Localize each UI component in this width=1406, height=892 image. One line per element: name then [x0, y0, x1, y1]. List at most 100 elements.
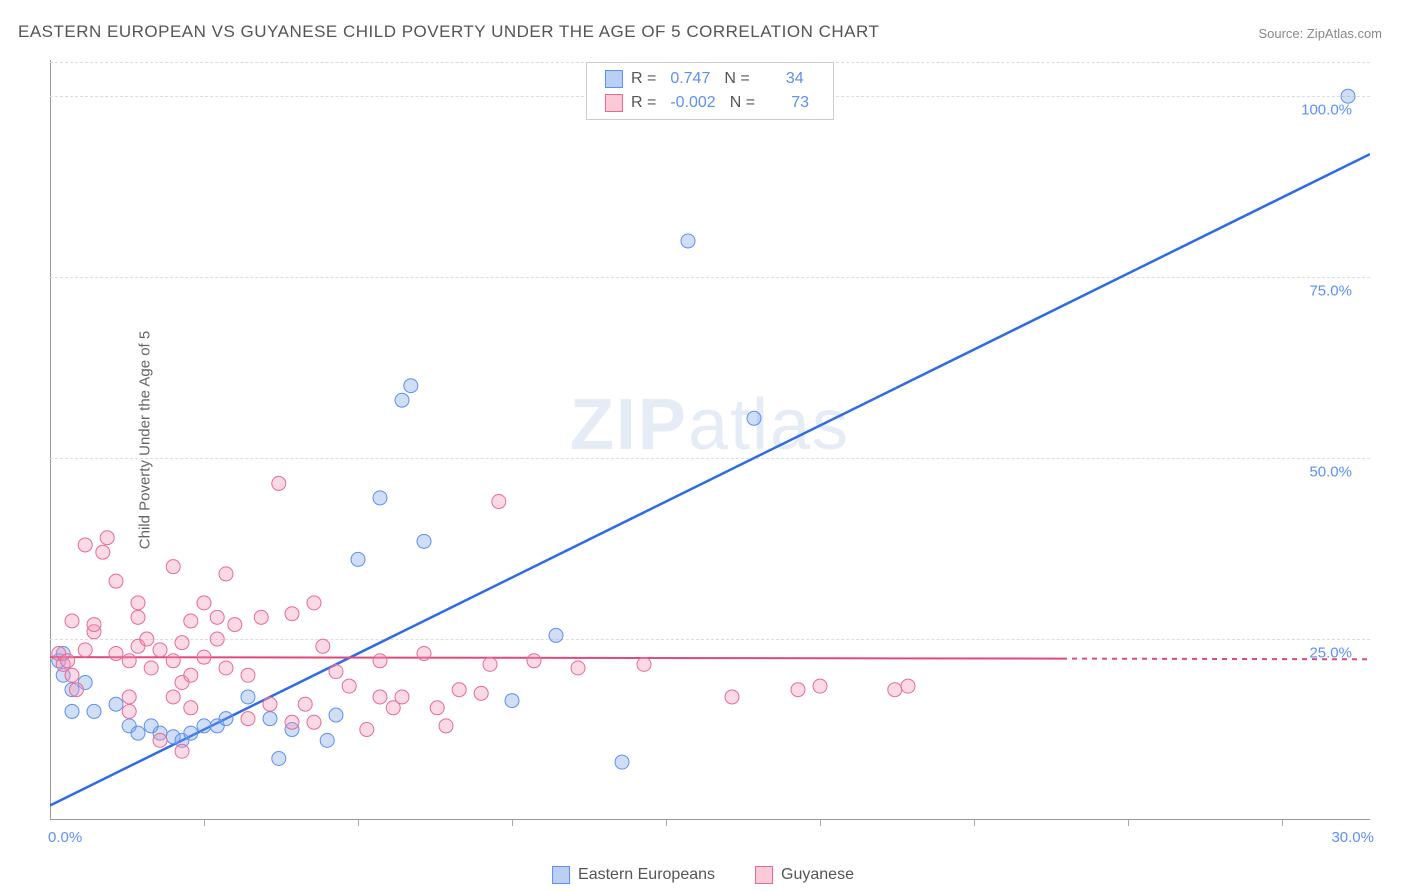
- legend-row-series2: R = -0.002 N = 73: [605, 91, 815, 115]
- data-point: [307, 715, 321, 729]
- data-point: [474, 686, 488, 700]
- legend-label-series2: Guyanese: [781, 866, 854, 884]
- data-point: [166, 690, 180, 704]
- data-point: [122, 690, 136, 704]
- data-point: [373, 690, 387, 704]
- data-point: [272, 476, 286, 490]
- data-point: [131, 726, 145, 740]
- data-point: [175, 636, 189, 650]
- data-point: [96, 545, 110, 559]
- data-point: [184, 726, 198, 740]
- x-tick: [358, 820, 359, 826]
- data-point: [122, 654, 136, 668]
- x-tick: [512, 820, 513, 826]
- data-point: [184, 701, 198, 715]
- data-point: [219, 712, 233, 726]
- legend-swatch-series2: [605, 94, 623, 112]
- data-point: [100, 531, 114, 545]
- data-point: [78, 643, 92, 657]
- data-point: [505, 694, 519, 708]
- legend-swatch-series1: [605, 70, 623, 88]
- r-value-series2: -0.002: [664, 91, 721, 115]
- data-point: [395, 393, 409, 407]
- data-point: [241, 690, 255, 704]
- data-point: [373, 491, 387, 505]
- data-point: [571, 661, 585, 675]
- data-point: [395, 690, 409, 704]
- data-point: [791, 683, 805, 697]
- legend-swatch-series1-bottom: [552, 866, 570, 884]
- data-point: [197, 719, 211, 733]
- data-point: [184, 614, 198, 628]
- x-tick: [1128, 820, 1129, 826]
- data-point: [549, 628, 563, 642]
- legend-item-series1: Eastern Europeans: [552, 866, 715, 884]
- data-point: [228, 618, 242, 632]
- chart-area: Child Poverty Under the Age of 5 ZIPatla…: [50, 60, 1370, 820]
- data-point: [901, 679, 915, 693]
- data-point: [1341, 89, 1355, 103]
- data-point: [404, 379, 418, 393]
- x-tick: [666, 820, 667, 826]
- x-tick: [974, 820, 975, 826]
- data-point: [430, 701, 444, 715]
- data-point: [373, 654, 387, 668]
- data-point: [527, 654, 541, 668]
- data-point: [307, 596, 321, 610]
- data-point: [197, 650, 211, 664]
- x-tick: [204, 820, 205, 826]
- data-point: [153, 643, 167, 657]
- data-point: [219, 661, 233, 675]
- legend-item-series2: Guyanese: [755, 866, 854, 884]
- x-tick-label-min: 0.0%: [48, 829, 82, 846]
- data-point: [351, 552, 365, 566]
- data-point: [78, 538, 92, 552]
- n-value-series2: 73: [763, 91, 815, 115]
- data-point: [329, 708, 343, 722]
- x-tick-label-max: 30.0%: [1331, 829, 1374, 846]
- data-point: [210, 610, 224, 624]
- data-point: [166, 654, 180, 668]
- data-point: [452, 683, 466, 697]
- data-point: [285, 607, 299, 621]
- data-point: [241, 712, 255, 726]
- data-point: [109, 647, 123, 661]
- data-point: [140, 632, 154, 646]
- data-point: [166, 560, 180, 574]
- data-point: [109, 574, 123, 588]
- data-point: [65, 704, 79, 718]
- data-point: [153, 733, 167, 747]
- data-point: [681, 234, 695, 248]
- data-point: [637, 657, 651, 671]
- data-point: [285, 715, 299, 729]
- data-point: [329, 665, 343, 679]
- data-point: [272, 751, 286, 765]
- n-label: N =: [724, 67, 749, 91]
- data-point: [87, 618, 101, 632]
- data-point: [417, 534, 431, 548]
- data-point: [615, 755, 629, 769]
- data-point: [320, 733, 334, 747]
- data-point: [131, 610, 145, 624]
- series-legend: Eastern Europeans Guyanese: [552, 866, 854, 884]
- r-label: R =: [631, 91, 656, 115]
- data-point: [298, 697, 312, 711]
- data-point: [131, 596, 145, 610]
- data-point: [109, 697, 123, 711]
- r-label: R =: [631, 67, 656, 91]
- x-tick: [820, 820, 821, 826]
- chart-title: EASTERN EUROPEAN VS GUYANESE CHILD POVER…: [18, 22, 879, 42]
- data-point: [61, 654, 75, 668]
- data-point: [210, 632, 224, 646]
- x-tick: [1282, 820, 1283, 826]
- data-point: [69, 683, 83, 697]
- data-point: [360, 723, 374, 737]
- data-point: [87, 704, 101, 718]
- data-point: [417, 647, 431, 661]
- data-point: [65, 614, 79, 628]
- legend-row-series1: R = 0.747 N = 34: [605, 67, 815, 91]
- n-label: N =: [730, 91, 755, 115]
- plot-svg: [50, 60, 1370, 820]
- data-point: [747, 411, 761, 425]
- data-point: [144, 661, 158, 675]
